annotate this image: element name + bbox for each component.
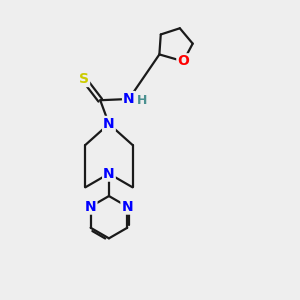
Text: H: H	[137, 94, 148, 107]
Text: N: N	[123, 92, 135, 106]
Text: N: N	[103, 117, 115, 131]
Text: O: O	[177, 54, 189, 68]
Text: N: N	[103, 167, 115, 181]
Text: S: S	[79, 72, 89, 86]
Text: N: N	[122, 200, 133, 214]
Text: N: N	[85, 200, 96, 214]
